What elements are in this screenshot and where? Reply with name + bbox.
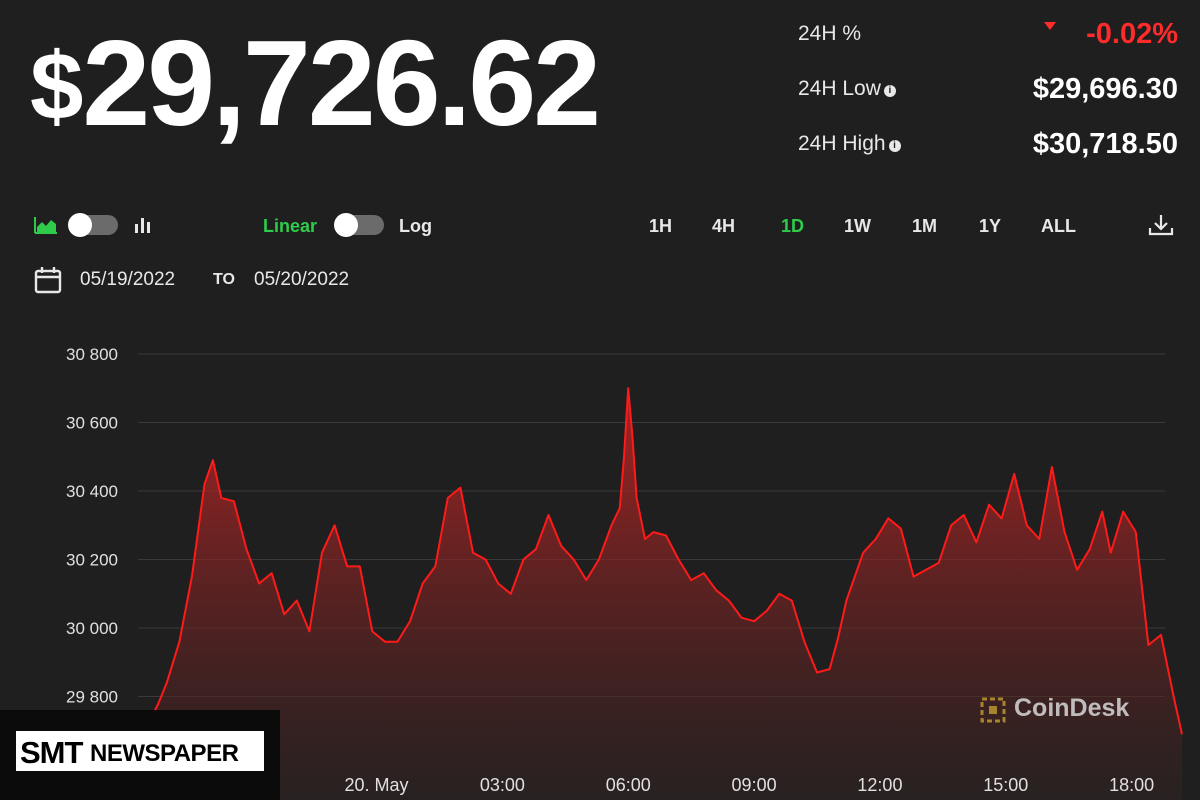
- info-icon[interactable]: i: [888, 140, 901, 152]
- x-tick-label: 06:00: [606, 775, 651, 795]
- x-tick-label: 20. May: [345, 775, 409, 795]
- change-value: -0.02%: [1086, 18, 1178, 50]
- price-line: [149, 387, 1183, 735]
- y-tick-label: 29 800: [66, 688, 118, 707]
- badge-text-newspaper: NEWSPAPER: [90, 740, 239, 767]
- x-tick-label: 03:00: [480, 775, 525, 795]
- date-from-input[interactable]: 05/19/2022: [80, 269, 176, 290]
- high-label: 24H High: [798, 132, 886, 155]
- bar-chart-icon[interactable]: [133, 215, 153, 240]
- calendar-icon[interactable]: [34, 266, 62, 299]
- currency-symbol: $: [30, 33, 83, 140]
- chart-type-toggle[interactable]: [68, 213, 118, 237]
- y-tick-label: 30 400: [66, 482, 118, 501]
- area-chart-icon[interactable]: [34, 215, 58, 240]
- low-label: 24H Low: [798, 77, 881, 100]
- range-1w-button[interactable]: 1W: [844, 216, 871, 236]
- y-tick-label: 30 200: [66, 551, 118, 570]
- stat-24h-low: 24H Low i $29,696.30: [798, 73, 1178, 128]
- date-to-input[interactable]: 05/20/2022: [254, 269, 350, 290]
- date-to-label: TO: [213, 271, 235, 288]
- y-tick-label: 30 600: [66, 414, 118, 433]
- log-scale-label[interactable]: Log: [399, 216, 432, 236]
- chart-controls: Linear Log 1H 4H 1D 1W 1M 1Y ALL: [0, 205, 1200, 245]
- range-1y-button[interactable]: 1Y: [979, 216, 1002, 236]
- smt-newspaper-badge: SMT NEWSPAPER: [0, 710, 280, 800]
- current-price: $29,726.62: [30, 22, 601, 144]
- range-4h-button[interactable]: 4H: [712, 216, 736, 236]
- scale-toggle[interactable]: [334, 213, 384, 237]
- stat-24h-change: 24H % -0.02%: [798, 18, 1178, 73]
- linear-scale-label[interactable]: Linear: [263, 216, 318, 236]
- x-tick-label: 18:00: [1109, 775, 1154, 795]
- x-tick-label: 09:00: [732, 775, 777, 795]
- x-tick-label: 12:00: [857, 775, 902, 795]
- low-value: $29,696.30: [1032, 73, 1178, 105]
- watermark-text: CoinDesk: [1014, 694, 1130, 722]
- stats-panel: 24H % -0.02% 24H Low i $29,696.30 24H Hig…: [798, 18, 1178, 183]
- y-tick-label: 30 800: [66, 345, 118, 364]
- down-arrow-icon: [1044, 22, 1056, 30]
- price-value: 29,726.62: [82, 15, 601, 151]
- x-tick-label: 15:00: [983, 775, 1028, 795]
- range-1h-button[interactable]: 1H: [649, 216, 673, 236]
- badge-text-smt: SMT: [20, 735, 83, 770]
- change-label: 24H %: [798, 22, 862, 45]
- range-1m-button[interactable]: 1M: [912, 216, 938, 236]
- range-1d-button[interactable]: 1D: [781, 216, 805, 236]
- range-all-button[interactable]: ALL: [1041, 216, 1076, 236]
- price-area: [150, 388, 1182, 800]
- stat-24h-high: 24H High i $30,718.50: [798, 128, 1178, 183]
- y-tick-label: 30 000: [66, 619, 118, 638]
- high-value: $30,718.50: [1032, 128, 1178, 160]
- coindesk-logo-icon: [978, 695, 1008, 732]
- info-icon[interactable]: i: [883, 85, 896, 97]
- download-icon[interactable]: [1148, 213, 1174, 242]
